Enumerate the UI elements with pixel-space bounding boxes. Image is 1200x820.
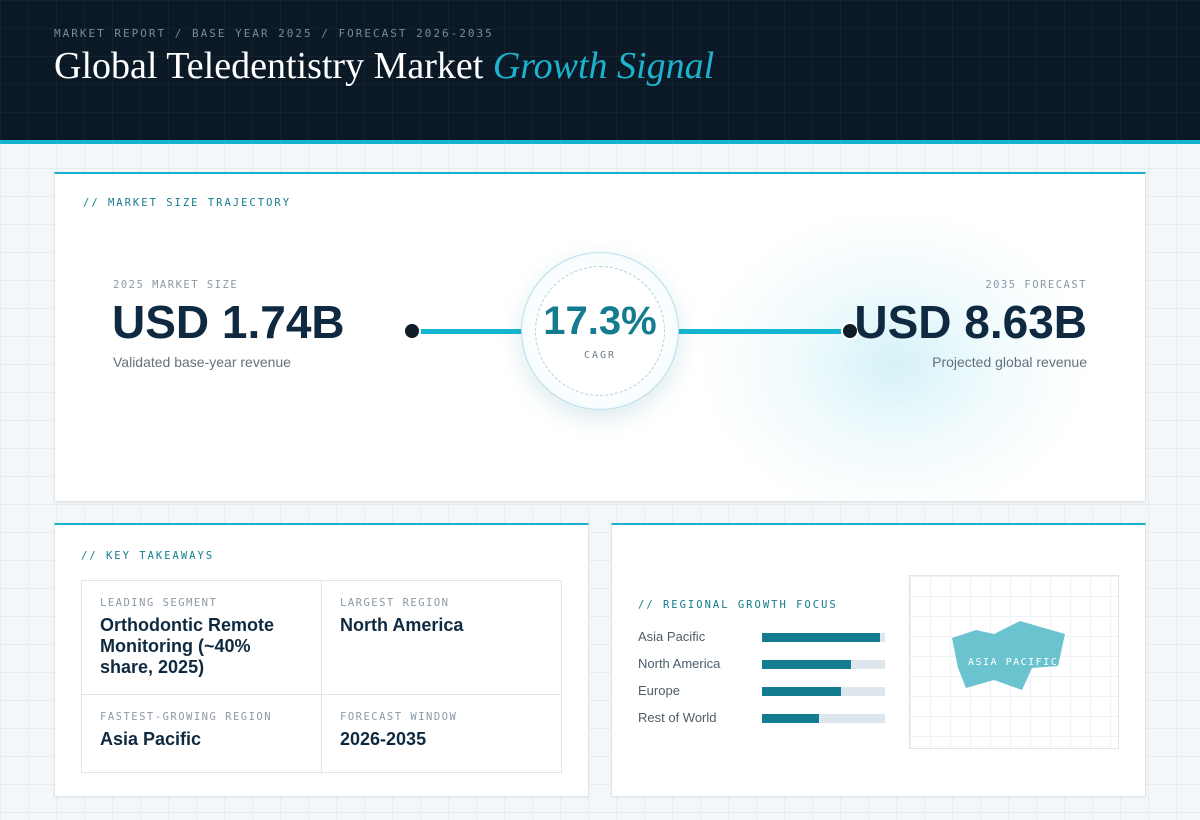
region-bar-track bbox=[762, 714, 885, 723]
region-map: ASIA PACIFIC bbox=[909, 575, 1119, 749]
breadcrumb: MARKET REPORT / BASE YEAR 2025 / FORECAS… bbox=[54, 27, 494, 40]
asia-pacific-map-shape bbox=[952, 621, 1065, 690]
cagr-label: CAGR bbox=[583, 350, 617, 361]
end-size-label: 2035 FORECAST bbox=[985, 279, 1087, 291]
region-name: Rest of World bbox=[638, 710, 717, 725]
region-bar-row: Europe bbox=[638, 683, 888, 699]
market-size-card: // MARKET SIZE TRAJECTORY 2025 MARKET SI… bbox=[54, 172, 1146, 502]
takeaways-grid: LEADING SEGMENT Orthodontic Remote Monit… bbox=[81, 580, 562, 773]
takeaway-value: North America bbox=[340, 615, 464, 635]
region-name: Europe bbox=[638, 683, 680, 698]
start-point-marker bbox=[403, 322, 421, 340]
key-takeaways-card: // KEY TAKEAWAYS LEADING SEGMENT Orthodo… bbox=[54, 523, 589, 797]
region-name: North America bbox=[638, 656, 721, 671]
start-size-caption: Validated base-year revenue bbox=[113, 354, 291, 370]
start-size-label: 2025 MARKET SIZE bbox=[113, 279, 239, 291]
cagr-value: 17.3% bbox=[543, 299, 657, 343]
region-bar-track bbox=[762, 633, 885, 642]
region-bar-row: Rest of World bbox=[638, 710, 888, 726]
cagr-badge: 17.3% CAGR bbox=[521, 252, 679, 410]
page-title: Global Teledentistry Market Growth Signa… bbox=[54, 44, 714, 88]
takeaway-key: LARGEST REGION bbox=[340, 597, 450, 609]
takeaway-value: Orthodontic Remote Monitoring (~40% shar… bbox=[100, 615, 274, 677]
region-bar-track bbox=[762, 660, 885, 669]
background-glow bbox=[695, 204, 1095, 501]
grid-divider-vertical bbox=[321, 581, 322, 772]
region-bar-fill bbox=[762, 633, 881, 642]
end-size-caption: Projected global revenue bbox=[932, 354, 1087, 370]
takeaway-fastest-region: FASTEST-GROWING REGION Asia Pacific bbox=[82, 695, 321, 772]
grid-divider-horizontal bbox=[82, 694, 561, 695]
title-main: Global Teledentistry Market bbox=[54, 45, 484, 87]
region-bar-fill bbox=[762, 714, 819, 723]
trajectory-line-right bbox=[677, 329, 845, 334]
region-bar-fill bbox=[762, 687, 841, 696]
takeaway-value: 2026-2035 bbox=[340, 729, 427, 749]
title-accent: Growth Signal bbox=[492, 45, 715, 87]
section-label-regional: // REGIONAL GROWTH FOCUS bbox=[638, 599, 838, 611]
takeaway-value: Asia Pacific bbox=[100, 729, 202, 749]
trajectory-line-left bbox=[413, 329, 523, 334]
region-bar-row: North America bbox=[638, 656, 888, 672]
region-name: Asia Pacific bbox=[638, 629, 706, 644]
end-size-value: USD 8.63B bbox=[854, 296, 1087, 348]
takeaway-key: FASTEST-GROWING REGION bbox=[100, 711, 273, 723]
takeaway-largest-region: LARGEST REGION North America bbox=[322, 581, 561, 694]
map-label: ASIA PACIFIC bbox=[968, 657, 1059, 668]
takeaway-key: FORECAST WINDOW bbox=[340, 711, 458, 723]
region-bar-row: Asia Pacific bbox=[638, 629, 888, 645]
cagr-ring bbox=[535, 266, 665, 396]
takeaway-key: LEADING SEGMENT bbox=[100, 597, 218, 609]
start-size-value: USD 1.74B bbox=[112, 296, 345, 348]
takeaway-leading-segment: LEADING SEGMENT Orthodontic Remote Monit… bbox=[82, 581, 321, 694]
regional-growth-card: // REGIONAL GROWTH FOCUS Asia Pacific No… bbox=[611, 523, 1146, 797]
region-bar-fill bbox=[762, 660, 851, 669]
section-label-trajectory: // MARKET SIZE TRAJECTORY bbox=[83, 197, 292, 209]
section-label-takeaways: // KEY TAKEAWAYS bbox=[81, 550, 215, 562]
report-header: MARKET REPORT / BASE YEAR 2025 / FORECAS… bbox=[0, 0, 1200, 144]
end-point-marker bbox=[841, 322, 859, 340]
region-bar-track bbox=[762, 687, 885, 696]
takeaway-forecast-window: FORECAST WINDOW 2026-2035 bbox=[322, 695, 561, 772]
